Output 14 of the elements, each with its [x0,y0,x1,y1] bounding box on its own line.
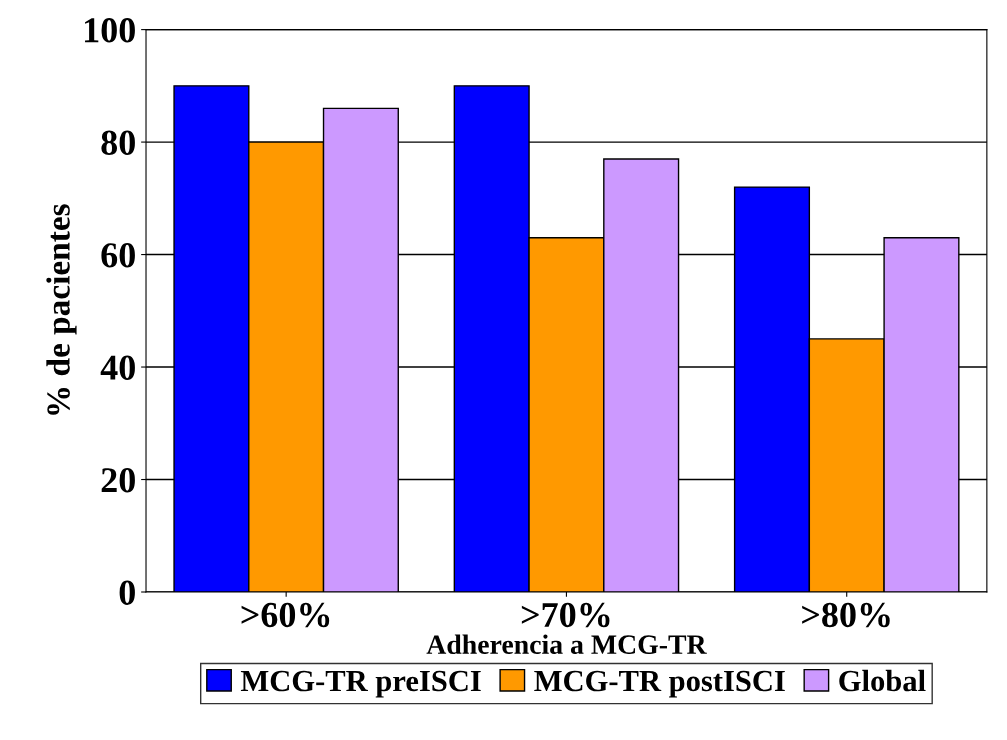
x-tick-label: >80% [802,602,890,628]
x-tick-label: >60% [241,602,330,628]
y-tick-label: 40 [100,355,135,380]
y-tick-label: 60 [101,243,135,268]
y-tick-label: 100 [85,18,135,43]
legend-label: MCG-TR postISCI [534,670,785,698]
y-axis-title: % de pacientes [46,204,77,415]
y-tick-label: 80 [101,130,135,155]
legend-label: Global [839,669,926,692]
y-tick-label: 20 [101,468,135,493]
y-tick-label: 0 [119,580,135,605]
legend-label: MCG-TR preISCI [240,670,481,698]
x-axis-title: Adherencia a MCG-TR [426,634,707,655]
x-tick-label: >70% [521,602,610,628]
